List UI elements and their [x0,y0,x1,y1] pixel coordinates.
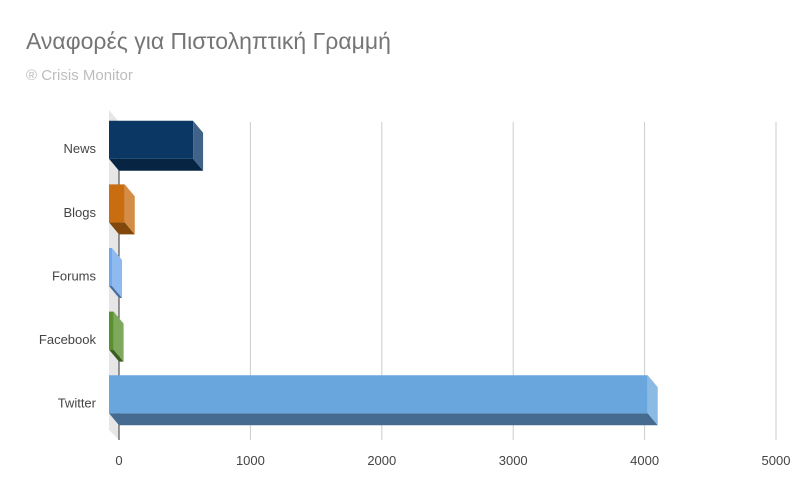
bar-end-face [113,311,124,362]
category-label: Twitter [58,396,97,411]
x-tick-label: 3000 [499,453,528,468]
bar-bottom-face [109,222,135,235]
x-tick-label: 5000 [762,453,791,468]
x-tick-label: 0 [115,453,122,468]
bar-front-face [109,311,114,350]
bar-bottom-face [109,349,124,362]
x-tick-labels: 0 1000 2000 3000 4000 5000 [115,453,790,468]
bars [109,120,658,426]
category-label: Facebook [39,332,97,347]
bar-end-face [193,120,204,171]
bar-news [109,120,204,171]
bar-blogs [109,184,135,235]
bar-end-face [112,248,122,298]
chart-title: Αναφορές για Πιστοληπτική Γραμμή [26,28,391,54]
category-label: Blogs [63,205,96,220]
x-tick-label: 1000 [236,453,265,468]
bar-facebook [109,311,124,362]
bar-forums [109,248,122,298]
bar-front-face [109,184,125,223]
bar-twitter [109,375,658,426]
x-tick-label: 4000 [630,453,659,468]
category-label: Forums [52,268,97,283]
category-label: News [63,141,96,156]
bar-bottom-face [109,413,658,426]
x-tick-label: 2000 [367,453,396,468]
bar-bottom-face [109,158,204,171]
bar-end-face [647,375,658,426]
bar-front-face [109,248,112,286]
bar-front-face [109,375,648,414]
bar-bottom-face [109,286,122,298]
bar-front-face [109,120,194,159]
chart-subtitle: ® Crisis Monitor [26,67,133,84]
category-labels: News Blogs Forums Facebook Twitter [39,141,97,410]
bar-end-face [124,184,135,235]
